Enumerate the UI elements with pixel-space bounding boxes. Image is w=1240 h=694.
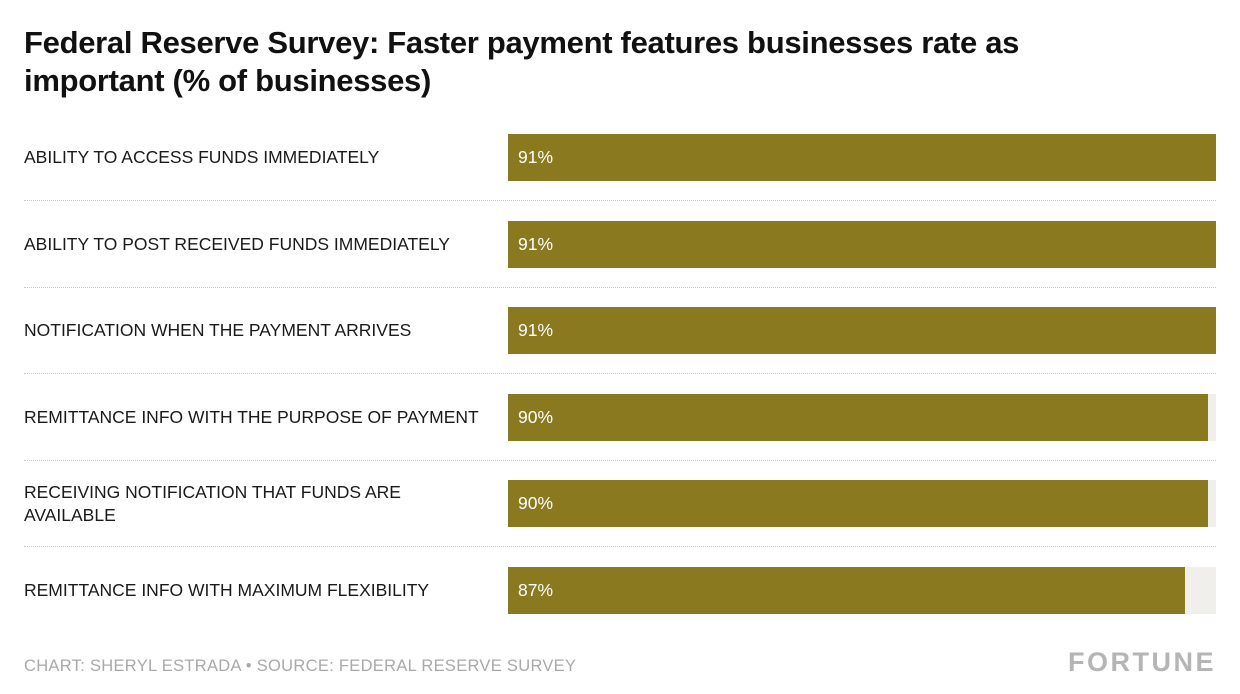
page-title: Federal Reserve Survey: Faster payment f…: [24, 25, 1020, 99]
value-label: 91%: [518, 147, 554, 168]
bar-track: 90%: [508, 393, 1216, 441]
chart-footer: CHART: SHERYL ESTRADA • SOURCE: FEDERAL …: [24, 633, 1216, 676]
bar-track: 91%: [508, 220, 1216, 268]
bar-row: NOTIFICATION WHEN THE PAYMENT ARRIVES 91…: [24, 288, 1216, 375]
bar-track: 90%: [508, 480, 1216, 528]
chart-credit: CHART: SHERYL ESTRADA • SOURCE: FEDERAL …: [24, 657, 577, 675]
bar: 87%: [508, 566, 1185, 614]
bar-track: 91%: [508, 134, 1216, 182]
bar-row: ABILITY TO POST RECEIVED FUNDS IMMEDIATE…: [24, 201, 1216, 288]
bar: 91%: [508, 307, 1216, 355]
category-label: NOTIFICATION WHEN THE PAYMENT ARRIVES: [24, 320, 412, 341]
bar-row: ABILITY TO ACCESS FUNDS IMMEDIATELY 91%: [24, 115, 1216, 202]
category-label: ABILITY TO ACCESS FUNDS IMMEDIATELY: [24, 147, 380, 168]
bar-track: 91%: [508, 307, 1216, 355]
value-label: 90%: [518, 493, 554, 514]
value-label: 87%: [518, 579, 554, 600]
bar: 91%: [508, 220, 1216, 268]
bar: 91%: [508, 134, 1216, 182]
fortune-logo: FORTUNE: [1068, 647, 1216, 677]
value-label: 91%: [518, 233, 554, 254]
bar-row: REMITTANCE INFO WITH MAXIMUM FLEXIBILITY…: [24, 547, 1216, 633]
bar-row: RECEIVING NOTIFICATION THAT FUNDS ARE AV…: [24, 461, 1216, 548]
value-label: 91%: [518, 320, 554, 341]
category-label: REMITTANCE INFO WITH MAXIMUM FLEXIBILITY: [24, 579, 430, 600]
bar-track: 87%: [508, 566, 1216, 614]
value-label: 90%: [518, 406, 554, 427]
category-label: REMITTANCE INFO WITH THE PURPOSE OF PAYM…: [24, 406, 479, 427]
category-label: RECEIVING NOTIFICATION THAT FUNDS ARE AV…: [24, 481, 401, 525]
bar: 90%: [508, 393, 1209, 441]
bar-row: REMITTANCE INFO WITH THE PURPOSE OF PAYM…: [24, 374, 1216, 461]
bar-rows: ABILITY TO ACCESS FUNDS IMMEDIATELY 91% …: [24, 115, 1216, 633]
category-label: ABILITY TO POST RECEIVED FUNDS IMMEDIATE…: [24, 233, 450, 254]
bar: 90%: [508, 480, 1209, 528]
